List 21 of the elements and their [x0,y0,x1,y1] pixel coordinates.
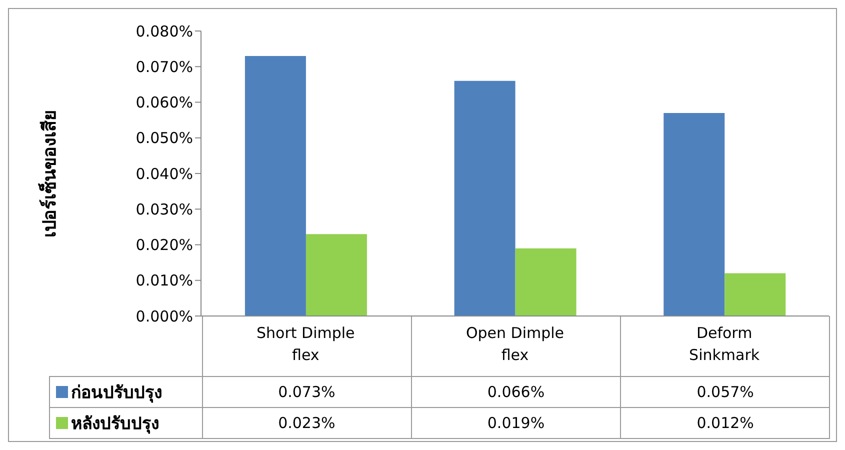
y-tick-label: 0.000% [136,307,193,326]
data-label: 0.057% [620,376,830,407]
y-tick-label: 0.060% [136,94,193,112]
y-tick-label: 0.010% [136,272,193,290]
y-tick-label: 0.080% [136,22,193,40]
data-label: 0.023% [202,407,412,438]
y-tick-label: 0.020% [136,236,193,254]
data-label: 0.012% [620,407,830,438]
data-label: 0.019% [411,407,621,438]
data-label: 0.073% [202,376,412,407]
legend-label: หลังปรับปรุง [50,407,202,438]
x-tick-label: Short Dimple flex [256,324,355,364]
y-tick-label: 0.030% [136,200,193,218]
x-tick-label: Deform Sinkmark [689,324,760,364]
y-tick-label: 0.040% [136,164,193,183]
y-tick-label: 0.050% [136,129,193,148]
legend-label: ก่อนปรับปรุง [50,376,202,407]
data-label: 0.066% [411,376,621,407]
x-tick-label: Open Dimple flex [466,324,564,364]
y-axis-title: เปอร์เซ็นของเสีย [37,110,60,238]
y-tick-label: 0.070% [136,58,193,76]
